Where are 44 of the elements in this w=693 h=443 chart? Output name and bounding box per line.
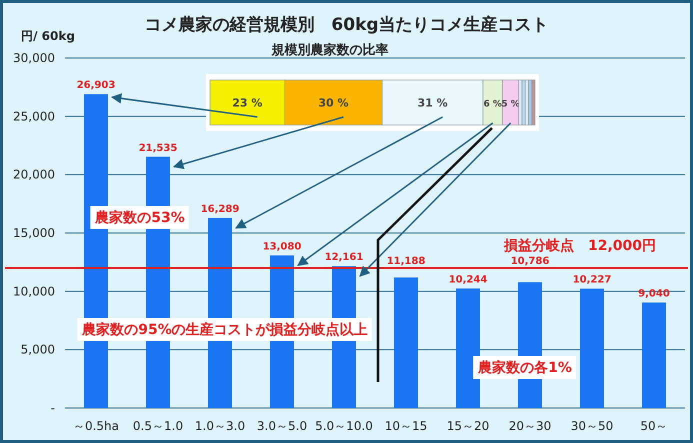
y-tick-label: 15,000 [13, 226, 55, 240]
data-label: 10,244 [448, 274, 488, 286]
x-tick-label: 3.0～5.0 [256, 419, 308, 433]
x-tick-label: 15～20 [446, 419, 490, 433]
ref-line-label: 損益分岐点 12,000円 [502, 238, 656, 254]
chart-title: 規模別農家数の比率 [270, 42, 388, 58]
x-tick-label: 20～30 [508, 419, 552, 433]
x-tick-label: 1.0～3.0 [194, 419, 246, 433]
chart-title: コメ農家の経営規模別 60kg当たりコメ生産コスト [144, 15, 549, 35]
x-tick-label: 50～ [640, 419, 668, 433]
data-label: 30 % [318, 96, 349, 110]
bar [642, 302, 666, 408]
data-label: 10,227 [572, 274, 612, 286]
y-tick-label: 10,000 [13, 284, 55, 298]
data-label: 31 % [418, 96, 448, 110]
bar [522, 80, 526, 126]
y-tick-label: 5,000 [20, 342, 55, 357]
data-label: 10,786 [510, 256, 550, 267]
x-tick-label: 0.5～1.0 [132, 419, 184, 433]
y-axis-title: 円/ 60kg [21, 29, 75, 43]
bar [531, 80, 536, 126]
data-label: 23 % [232, 96, 262, 110]
annotation: 農家数の95%の生産コストが損益分岐点以上 [81, 321, 368, 338]
y-tick-label: - [50, 401, 55, 415]
x-tick-label: 30～50 [570, 419, 614, 433]
x-tick-label: 10～15 [384, 419, 428, 433]
y-tick-label: 25,000 [13, 109, 55, 124]
bar [580, 288, 604, 408]
data-label: 13,080 [262, 241, 302, 252]
bar [528, 80, 532, 126]
x-tick-label: ～0.5ha [72, 419, 120, 433]
annotation: 農家数の各1% [477, 359, 572, 376]
bar [394, 277, 418, 408]
annotation: 農家数の53% [94, 209, 185, 226]
data-label: 6 % [484, 100, 502, 110]
x-tick-label: 5.0～10.0 [315, 419, 373, 433]
data-label: 16,289 [200, 204, 240, 215]
y-tick-label: 20,000 [13, 168, 55, 182]
data-label: 12,161 [324, 252, 364, 264]
data-label: 26,903 [76, 80, 116, 92]
y-tick-label: 30,000 [13, 51, 55, 65]
data-label: 21,535 [138, 142, 178, 154]
data-label: 11,188 [386, 256, 426, 267]
data-label: 9,040 [638, 288, 670, 300]
